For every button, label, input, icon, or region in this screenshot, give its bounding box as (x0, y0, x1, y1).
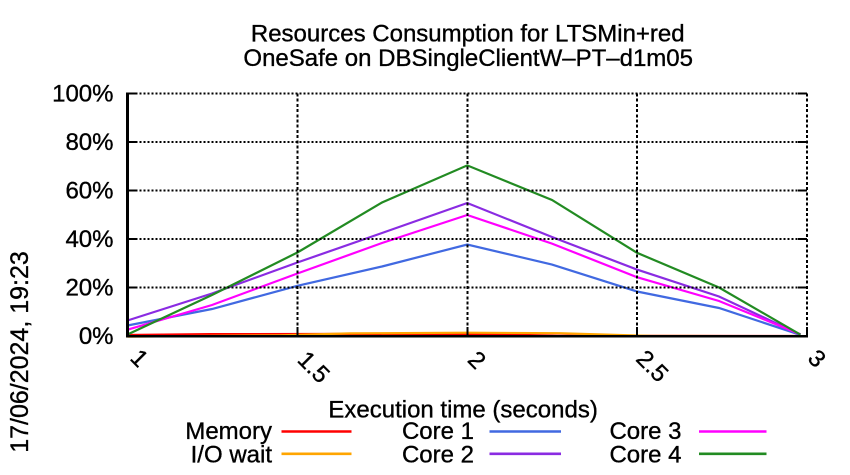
svg-text:Core 4: Core 4 (609, 441, 681, 468)
svg-text:0%: 0% (79, 323, 114, 350)
svg-text:OneSafe on DBSingleClientW–PT–: OneSafe on DBSingleClientW–PT–d1m05 (243, 45, 693, 72)
svg-text:Core 2: Core 2 (402, 441, 474, 468)
svg-text:I/O wait: I/O wait (191, 441, 273, 468)
svg-text:20%: 20% (65, 275, 113, 302)
svg-text:Resources Consumption for LTSM: Resources Consumption for LTSMin+red (251, 21, 685, 48)
svg-text:Core 1: Core 1 (402, 418, 474, 445)
svg-text:Core 3: Core 3 (609, 418, 681, 445)
svg-text:60%: 60% (65, 178, 113, 205)
svg-text:100%: 100% (52, 81, 113, 108)
svg-text:Execution time (seconds): Execution time (seconds) (328, 397, 597, 424)
svg-text:17/06/2024, 19:23: 17/06/2024, 19:23 (6, 251, 34, 453)
svg-text:40%: 40% (65, 226, 113, 253)
svg-text:80%: 80% (65, 129, 113, 156)
svg-text:Memory: Memory (185, 418, 272, 445)
